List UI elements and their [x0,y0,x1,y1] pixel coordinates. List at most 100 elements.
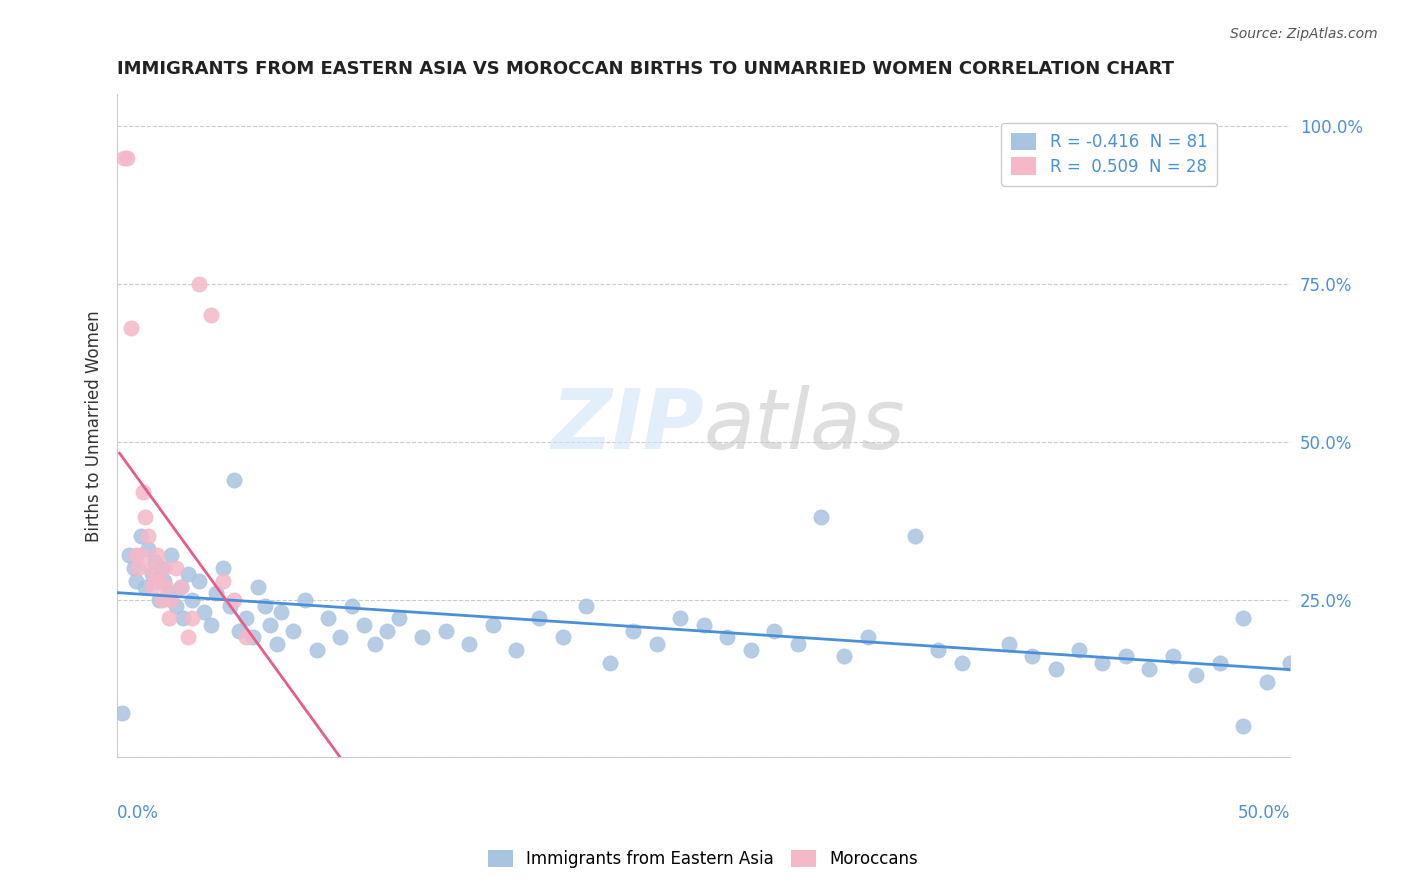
Text: 50.0%: 50.0% [1237,804,1291,822]
Point [132,485,155,500]
Point [364,637,387,651]
Text: atlas: atlas [703,385,905,467]
Point [224,592,246,607]
Point [200,309,222,323]
Point [551,631,574,645]
Point [305,643,328,657]
Point [169,580,191,594]
Point [481,617,503,632]
Point [188,277,211,291]
Point [165,561,187,575]
Point [157,611,180,625]
Point [375,624,398,639]
Point [176,631,198,645]
Point [856,631,879,645]
Point [150,561,173,575]
Point [146,549,169,563]
Point [148,574,170,588]
Point [740,643,762,657]
Point [141,567,163,582]
Point [529,611,551,625]
Legend: Immigrants from Eastern Asia, Moroccans: Immigrants from Eastern Asia, Moroccans [481,843,925,875]
Point [1256,674,1278,689]
Point [120,321,142,335]
Point [193,605,215,619]
Point [165,599,187,613]
Point [253,599,276,613]
Point [458,637,481,651]
Point [153,574,176,588]
Point [155,580,177,594]
Point [112,151,135,165]
Point [129,549,152,563]
Point [188,574,211,588]
Point [235,631,257,645]
Point [1021,649,1043,664]
Point [575,599,598,613]
Point [645,637,668,651]
Point [669,611,692,625]
Point [294,592,316,607]
Point [950,656,973,670]
Point [134,580,156,594]
Point [505,643,527,657]
Point [716,631,738,645]
Point [139,561,162,575]
Point [136,529,159,543]
Legend: R = -0.416  N = 81, R =  0.509  N = 28: R = -0.416 N = 81, R = 0.509 N = 28 [1001,123,1218,186]
Point [127,561,149,575]
Text: 0.0%: 0.0% [117,804,159,822]
Point [169,580,191,594]
Point [1232,611,1254,625]
Point [353,617,375,632]
Point [1091,656,1114,670]
Point [172,611,194,625]
Point [115,151,138,165]
Point [228,624,250,639]
Point [218,599,240,613]
Point [148,592,170,607]
Point [997,637,1019,651]
Point [281,624,304,639]
Point [1279,656,1302,670]
Text: IMMIGRANTS FROM EASTERN ASIA VS MOROCCAN BIRTHS TO UNMARRIED WOMEN CORRELATION C: IMMIGRANTS FROM EASTERN ASIA VS MOROCCAN… [117,60,1174,78]
Point [621,624,644,639]
Point [211,574,233,588]
Y-axis label: Births to Unmarried Women: Births to Unmarried Women [86,310,103,541]
Point [786,637,808,651]
Point [141,580,163,594]
Point [242,631,264,645]
Point [1067,643,1090,657]
Point [125,574,148,588]
Text: Source: ZipAtlas.com: Source: ZipAtlas.com [1230,27,1378,41]
Point [150,592,173,607]
Point [134,510,156,524]
Point [160,592,183,607]
Point [246,580,269,594]
Point [157,586,180,600]
Point [136,542,159,557]
Point [388,611,411,625]
Point [111,706,134,721]
Point [181,611,204,625]
Point [329,631,352,645]
Point [318,611,340,625]
Point [125,549,148,563]
Point [927,643,949,657]
Point [176,567,198,582]
Text: ZIP: ZIP [551,385,703,467]
Point [122,561,145,575]
Point [153,561,176,575]
Point [810,510,832,524]
Point [211,561,233,575]
Point [1161,649,1184,664]
Point [1115,649,1137,664]
Point [143,574,166,588]
Point [434,624,457,639]
Point [181,592,204,607]
Point [129,529,152,543]
Point [118,549,141,563]
Point [224,473,246,487]
Point [1209,656,1232,670]
Point [1045,662,1067,676]
